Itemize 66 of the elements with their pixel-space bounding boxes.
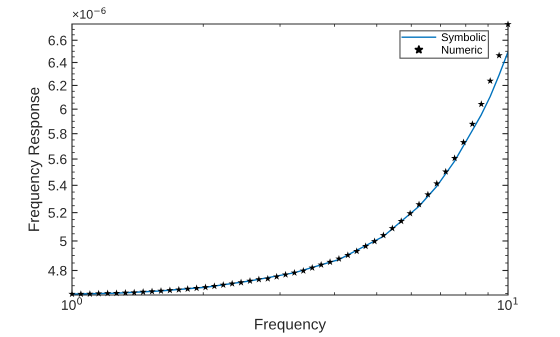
point [210, 282, 218, 290]
point [202, 283, 210, 290]
point [77, 290, 84, 298]
y-tick-label: 6 [60, 104, 67, 114]
point [300, 266, 307, 274]
point [273, 272, 280, 280]
point [406, 210, 414, 217]
point [318, 260, 325, 268]
point [398, 217, 405, 224]
point [308, 264, 316, 271]
y-axis-title: Frequency Response [28, 88, 42, 231]
point [228, 280, 236, 287]
point [184, 285, 192, 292]
point [237, 278, 245, 286]
point [353, 247, 360, 254]
point [415, 200, 423, 208]
y-tick-label: 5.4 [48, 180, 67, 190]
point [175, 286, 182, 293]
point [335, 255, 343, 262]
y-tick-label: 5.8 [48, 129, 67, 139]
point [290, 268, 298, 276]
point [362, 242, 370, 250]
point [478, 100, 485, 108]
point [468, 120, 476, 128]
point [246, 277, 254, 284]
point [86, 290, 94, 297]
point [450, 154, 458, 162]
text: ×10$^{−6}$ [72, 7, 106, 19]
point [122, 289, 130, 296]
y-tick-label: 6.2 [48, 80, 66, 91]
point [104, 289, 112, 296]
point [388, 224, 396, 232]
y-tick-label: 5 [60, 236, 67, 246]
point [486, 77, 494, 84]
y-tick-label: 6.6 [48, 36, 67, 46]
point [192, 284, 200, 292]
y-tick-label: 4.8 [48, 266, 67, 276]
point [264, 274, 272, 282]
legend-label: Numeric [442, 46, 482, 54]
point [130, 288, 138, 296]
point [370, 237, 378, 244]
point [112, 289, 120, 296]
point [282, 270, 290, 278]
y-tick-label: 5.6 [48, 154, 67, 164]
point [380, 232, 388, 238]
y-tick-label: 5.2 [48, 208, 66, 218]
y-tick-label: 6.4 [48, 58, 67, 68]
point [255, 276, 262, 283]
point [166, 286, 174, 294]
point [220, 281, 227, 288]
point [504, 20, 512, 28]
x-axis-title: Frequency [255, 318, 326, 333]
point [442, 168, 450, 175]
point [95, 290, 102, 297]
x-tick-label: 10$^{0}$ [62, 297, 82, 310]
point [424, 190, 432, 198]
point [460, 138, 468, 146]
point [344, 251, 352, 258]
x-tick-label: 10$^{1}$ [498, 297, 518, 310]
point [326, 258, 334, 266]
legend-label: Symbolic [442, 32, 486, 44]
point [148, 288, 156, 294]
point [433, 180, 440, 187]
point [495, 52, 503, 58]
point [140, 288, 147, 295]
point [157, 287, 165, 294]
